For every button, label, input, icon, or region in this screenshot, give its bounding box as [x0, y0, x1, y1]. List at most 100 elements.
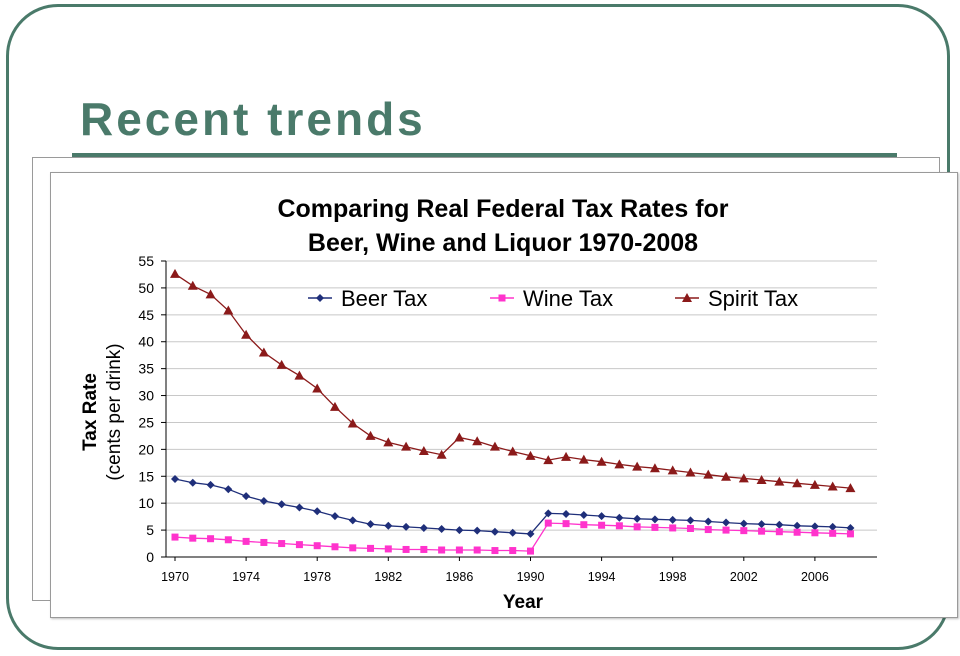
spirit-tax-point-1974 [241, 329, 252, 339]
beer-tax-point-1975 [259, 497, 268, 506]
wine-tax-point-1996 [633, 523, 641, 531]
wine-tax-point-1998 [669, 524, 677, 532]
spirit-tax-point-1986 [454, 432, 465, 442]
spirit-tax-point-1987 [472, 436, 483, 446]
wine-tax-point-1970 [171, 533, 179, 541]
wine-tax-point-1992 [562, 520, 570, 528]
wine-tax-point-2001 [722, 526, 730, 534]
spirit-tax-point-1976 [276, 359, 287, 369]
y-tick-label-15: 15 [138, 468, 154, 484]
y-tick-labels: 0 5 10 15 20 25 30 35 40 45 50 55 [138, 253, 166, 565]
x-tick-label-2006: 2006 [801, 570, 829, 584]
spirit-tax-point-1971 [187, 280, 198, 290]
beer-tax-point-1976 [277, 500, 286, 509]
wine-tax-point-2007 [829, 529, 837, 537]
spirit-tax-point-1988 [489, 441, 500, 451]
spirit-tax-point-2003 [756, 475, 767, 485]
legend-beer-tax-label: Beer Tax [341, 286, 427, 311]
wine-tax-point-1997 [651, 523, 659, 531]
beer-tax-point-1983 [402, 522, 411, 531]
wine-tax-point-1975 [260, 538, 268, 546]
wine-tax-point-2002 [740, 527, 748, 535]
beer-tax-point-1977 [295, 503, 304, 512]
x-tick-labels: 1970 1974 1978 1982 1986 1990 1994 1998 2002 2006 [161, 557, 829, 584]
x-tick-label-1982: 1982 [374, 570, 402, 584]
spirit-tax-point-1972 [205, 289, 216, 299]
beer-tax-point-2005 [793, 521, 802, 530]
beer-tax-point-1988 [490, 527, 499, 536]
y-tick-label-55: 55 [138, 253, 154, 269]
y-axis-title-line-2: (cents per drink) [104, 343, 125, 480]
beer-tax-point-1998 [668, 515, 677, 524]
wine-tax-point-1983 [402, 545, 410, 553]
beer-tax-point-1971 [188, 478, 197, 487]
beer-tax-point-1974 [242, 492, 251, 501]
wine-tax-point-2003 [758, 527, 766, 535]
wine-tax-point-1984 [420, 545, 428, 553]
wine-tax-point-1971 [189, 534, 197, 542]
beer-tax-point-1982 [384, 521, 393, 530]
chart-title-line-1: Comparing Real Federal Tax Rates for [277, 195, 728, 223]
beer-tax-point-2003 [757, 520, 766, 529]
beer-tax-point-1987 [473, 526, 482, 535]
beer-tax-point-2006 [810, 522, 819, 531]
spirit-tax-point-1994 [596, 456, 607, 466]
legend-spirit-tax-label: Spirit Tax [708, 286, 798, 311]
wine-tax-point-2005 [793, 528, 801, 536]
legend: Beer Tax Wine Tax Spirit Tax [308, 286, 798, 311]
spirit-tax-point-1985 [436, 449, 447, 459]
spirit-tax-point-1978 [312, 383, 323, 393]
y-tick-label-50: 50 [138, 280, 154, 296]
spirit-tax-point-1989 [507, 446, 518, 456]
y-tick-label-30: 30 [138, 388, 154, 404]
x-tick-label-1998: 1998 [659, 570, 687, 584]
y-tick-label-40: 40 [138, 334, 154, 350]
spirit-tax-point-1984 [418, 445, 429, 455]
wine-tax-line [174, 522, 851, 552]
wine-tax-point-1972 [207, 535, 215, 543]
beer-tax-point-1970 [171, 474, 179, 483]
spirit-tax-point-1995 [614, 459, 625, 469]
spirit-tax-point-2002 [738, 473, 749, 483]
y-axis-title-line-1: Tax Rate [80, 373, 101, 451]
beer-tax-point-1980 [348, 516, 357, 525]
beer-tax-point-2004 [775, 520, 784, 529]
spirit-tax-point-2004 [774, 476, 785, 486]
y-tick-label-25: 25 [138, 414, 154, 430]
chart-panel [50, 172, 958, 618]
wine-tax-point-2000 [704, 526, 712, 534]
wine-tax-point-1973 [224, 536, 232, 544]
spirit-tax-point-2005 [792, 478, 803, 488]
spirit-tax-point-1993 [578, 454, 589, 464]
spirit-tax-point-2008 [845, 483, 856, 493]
y-tick-label-5: 5 [146, 522, 154, 538]
beer-tax-point-1989 [508, 528, 517, 537]
beer-tax-point-2000 [704, 517, 713, 526]
legend-spirit-tax-marker [682, 293, 692, 302]
wine-tax-point-1976 [278, 540, 286, 548]
beer-tax-point-1991 [544, 509, 553, 518]
wine-tax-point-1989 [509, 547, 517, 555]
beer-tax-point-1994 [597, 512, 606, 521]
spirit-tax-point-1983 [401, 441, 412, 451]
spirit-tax-point-1981 [365, 430, 376, 440]
spirit-tax-point-1990 [525, 450, 536, 460]
beer-tax-line [174, 478, 851, 535]
y-tick-label-10: 10 [138, 495, 154, 511]
x-tick-label-1974: 1974 [232, 570, 260, 584]
spirit-tax-point-1992 [561, 451, 572, 461]
beer-tax-point-2001 [722, 518, 731, 527]
wine-tax-point-1991 [544, 519, 552, 527]
wine-tax-point-1979 [331, 543, 339, 551]
spirit-tax-point-1980 [347, 418, 358, 428]
wine-tax-point-2008 [846, 530, 854, 538]
x-tick-label-1990: 1990 [517, 570, 545, 584]
y-tick-label-20: 20 [138, 441, 154, 457]
wine-tax-point-1986 [455, 546, 463, 554]
wine-tax-point-1990 [527, 547, 534, 555]
chart-title-line-2: Beer, Wine and Liquor 1970-2008 [308, 229, 698, 257]
beer-tax-point-2002 [739, 519, 748, 528]
wine-tax-point-1978 [313, 542, 321, 550]
beer-tax-point-1995 [615, 513, 624, 522]
